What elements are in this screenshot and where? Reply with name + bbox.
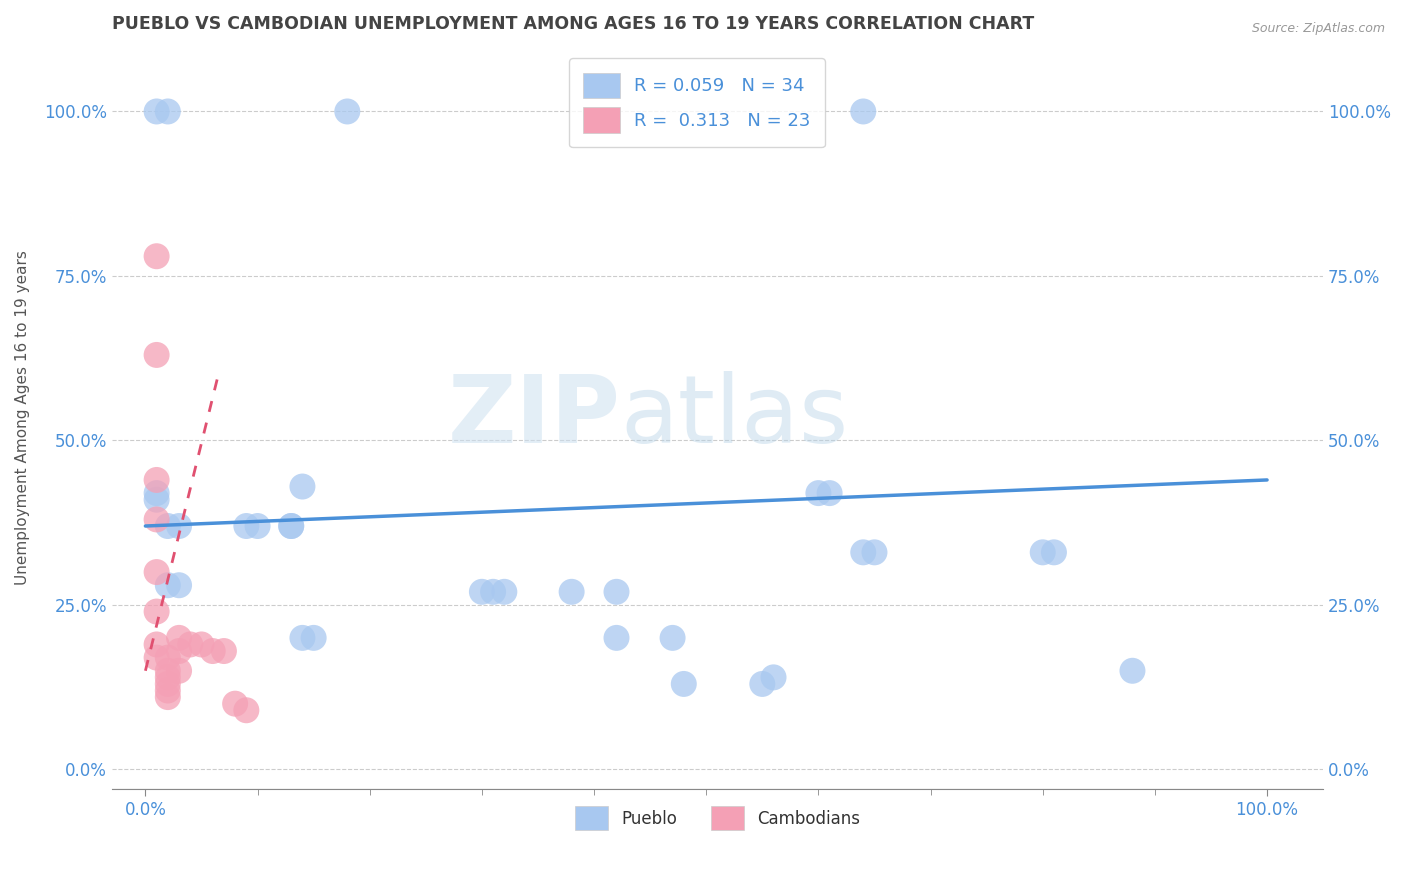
Point bbox=[852, 545, 875, 559]
Point bbox=[167, 578, 190, 592]
Point bbox=[863, 545, 886, 559]
Point bbox=[156, 683, 179, 698]
Point bbox=[145, 492, 167, 507]
Point bbox=[235, 519, 257, 533]
Point bbox=[762, 670, 785, 684]
Point bbox=[235, 703, 257, 717]
Point bbox=[807, 486, 830, 500]
Point bbox=[280, 519, 302, 533]
Point bbox=[167, 664, 190, 678]
Point bbox=[672, 677, 695, 691]
Point bbox=[246, 519, 269, 533]
Point bbox=[1032, 545, 1054, 559]
Point bbox=[156, 519, 179, 533]
Point bbox=[212, 644, 235, 658]
Point bbox=[145, 565, 167, 579]
Text: Source: ZipAtlas.com: Source: ZipAtlas.com bbox=[1251, 22, 1385, 36]
Point bbox=[336, 104, 359, 119]
Point bbox=[167, 631, 190, 645]
Point bbox=[818, 486, 841, 500]
Point bbox=[145, 486, 167, 500]
Point bbox=[167, 644, 190, 658]
Point bbox=[661, 631, 683, 645]
Point bbox=[145, 512, 167, 526]
Point bbox=[280, 519, 302, 533]
Point bbox=[145, 249, 167, 263]
Point bbox=[471, 584, 494, 599]
Y-axis label: Unemployment Among Ages 16 to 19 years: Unemployment Among Ages 16 to 19 years bbox=[15, 250, 30, 585]
Point bbox=[156, 650, 179, 665]
Point bbox=[156, 104, 179, 119]
Point bbox=[145, 637, 167, 651]
Point bbox=[201, 644, 224, 658]
Text: PUEBLO VS CAMBODIAN UNEMPLOYMENT AMONG AGES 16 TO 19 YEARS CORRELATION CHART: PUEBLO VS CAMBODIAN UNEMPLOYMENT AMONG A… bbox=[111, 15, 1033, 33]
Point bbox=[751, 677, 773, 691]
Text: atlas: atlas bbox=[620, 371, 849, 464]
Point bbox=[179, 637, 201, 651]
Point bbox=[156, 690, 179, 705]
Point bbox=[605, 584, 627, 599]
Point bbox=[291, 631, 314, 645]
Point bbox=[156, 664, 179, 678]
Point bbox=[605, 631, 627, 645]
Point bbox=[190, 637, 212, 651]
Point bbox=[145, 605, 167, 619]
Point bbox=[145, 650, 167, 665]
Point bbox=[852, 104, 875, 119]
Point bbox=[224, 697, 246, 711]
Point bbox=[561, 584, 583, 599]
Point bbox=[145, 104, 167, 119]
Point bbox=[145, 348, 167, 362]
Point bbox=[167, 519, 190, 533]
Text: ZIP: ZIP bbox=[447, 371, 620, 464]
Point bbox=[302, 631, 325, 645]
Point bbox=[482, 584, 505, 599]
Point bbox=[156, 677, 179, 691]
Point bbox=[145, 473, 167, 487]
Point bbox=[291, 479, 314, 493]
Point bbox=[156, 670, 179, 684]
Legend: Pueblo, Cambodians: Pueblo, Cambodians bbox=[568, 800, 868, 837]
Point bbox=[494, 584, 516, 599]
Point bbox=[1043, 545, 1066, 559]
Point bbox=[1121, 664, 1143, 678]
Point bbox=[156, 578, 179, 592]
